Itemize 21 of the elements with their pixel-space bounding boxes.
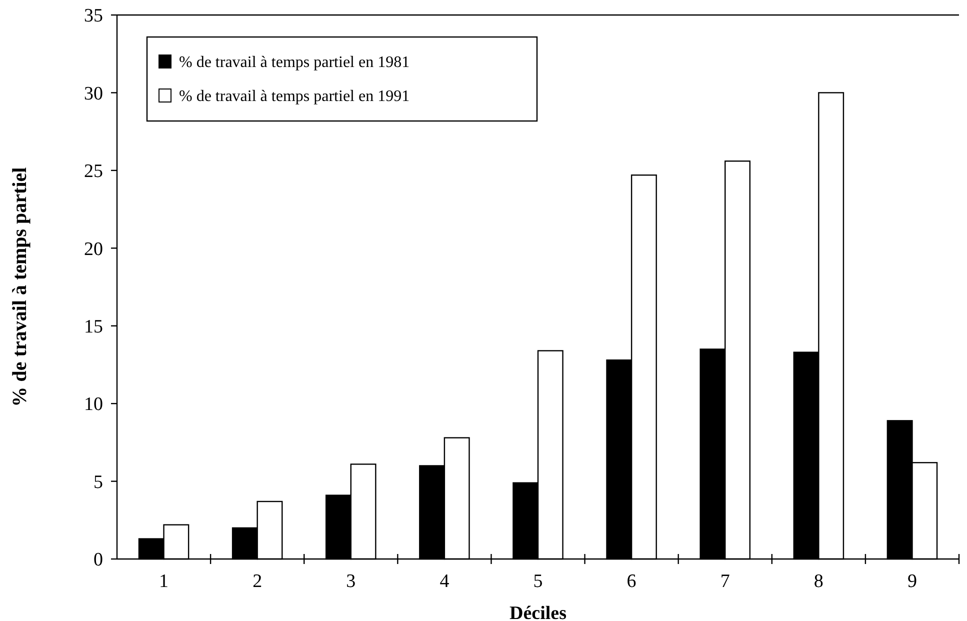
x-tick-label: 6: [626, 571, 636, 592]
x-tick-label: 9: [907, 571, 917, 592]
y-tick-label: 30: [84, 83, 103, 104]
legend-label: % de travail à temps partiel en 1981: [179, 54, 410, 71]
x-tick-label: 7: [720, 571, 730, 592]
y-tick-label: 15: [84, 316, 103, 338]
x-tick-label: 1: [159, 571, 169, 592]
y-tick-label: 5: [94, 472, 103, 493]
y-tick-label: 0: [94, 550, 103, 571]
x-tick-label: 4: [440, 571, 450, 592]
x-axis-title: Déciles: [510, 603, 566, 621]
x-tick-label: 5: [533, 571, 543, 592]
y-tick-label: 20: [84, 238, 103, 260]
x-tick-label: 8: [814, 571, 824, 592]
x-tick-label: 3: [346, 571, 356, 592]
x-tick-label: 2: [252, 571, 262, 592]
legend-label: % de travail à temps partiel en 1991: [179, 88, 410, 105]
y-tick-label: 10: [84, 394, 103, 416]
y-tick-label: 25: [84, 161, 103, 182]
y-axis-title: % de travail à temps partiel: [9, 166, 31, 407]
y-tick-label: 35: [84, 6, 103, 27]
